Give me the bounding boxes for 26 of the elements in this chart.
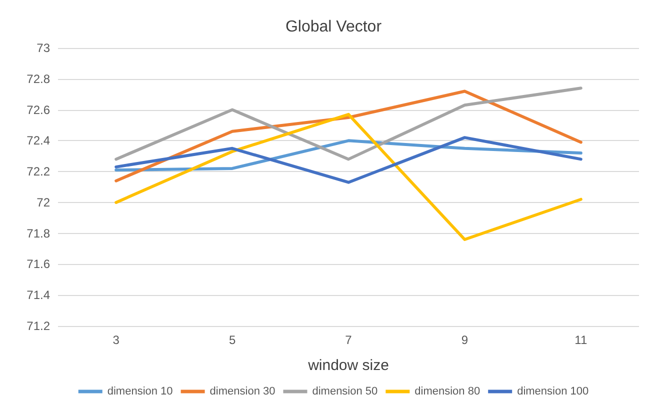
x-tick-label: 3 <box>112 333 120 347</box>
y-tick-label: 72.2 <box>26 164 50 179</box>
x-tick-label: 11 <box>574 333 588 347</box>
y-tick-label: 71.8 <box>26 226 50 240</box>
legend-label: dimension 100 <box>517 386 589 398</box>
y-tick-label: 72 <box>36 195 50 210</box>
y-tick-label: 72.8 <box>26 72 50 86</box>
line-series <box>114 90 582 182</box>
chart-title: Global Vector <box>285 18 382 36</box>
y-tick-label: 73 <box>36 41 50 55</box>
y-tick-label: 72.4 <box>26 134 50 148</box>
legend-label: dimension 80 <box>414 386 480 398</box>
line-series <box>114 112 582 242</box>
y-tick-label: 71.4 <box>26 288 50 302</box>
x-tick-label: 9 <box>461 333 468 347</box>
legend-label: dimension 10 <box>107 386 173 398</box>
x-tick-label: 7 <box>345 333 352 347</box>
legend-label: dimension 30 <box>210 386 276 398</box>
y-tick-label: 71.6 <box>26 257 50 272</box>
y-tick-label: 71.2 <box>26 319 50 333</box>
line-series <box>114 136 582 184</box>
x-axis-title: window size <box>307 357 389 374</box>
legend-label: dimension 50 <box>312 386 378 398</box>
line-series <box>114 86 582 161</box>
x-tick-label: 5 <box>228 333 236 347</box>
y-tick-label: 72.6 <box>26 102 50 117</box>
